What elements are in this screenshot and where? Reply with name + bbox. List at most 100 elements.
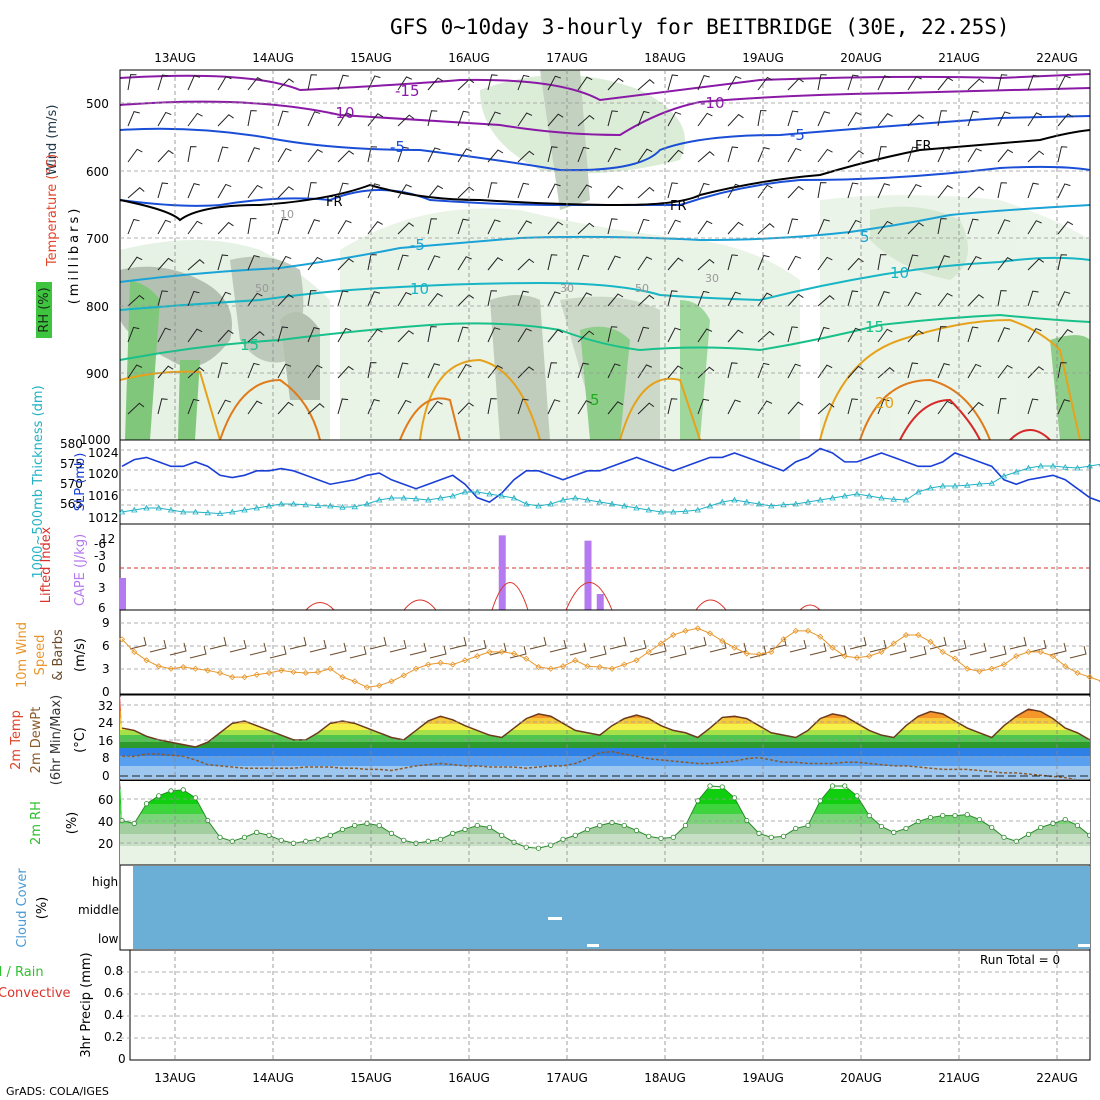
rh-point — [903, 825, 909, 832]
wind-barb — [637, 79, 655, 91]
wind-barb — [1057, 254, 1068, 271]
precip-panel: Run Total = 0 0.8 0.6 0.4 0.2 0 Total / … — [0, 949, 1091, 1066]
wind-barb — [667, 219, 681, 235]
cloud-gap — [587, 944, 599, 947]
contour-label: 10 — [410, 280, 429, 298]
wind-barb — [427, 255, 441, 271]
series-point — [755, 651, 763, 658]
wind-barb — [727, 399, 741, 415]
series-point — [694, 625, 701, 632]
wind-barb — [1027, 220, 1042, 235]
wind-barb — [277, 401, 294, 415]
wind-barb — [637, 148, 653, 163]
wind-barb — [247, 218, 257, 235]
series-point — [976, 668, 983, 675]
rh-point — [976, 816, 983, 823]
wind-barb — [847, 150, 864, 163]
series-point — [510, 494, 518, 501]
date-label: 22AUG — [1036, 1071, 1078, 1085]
series-point — [449, 661, 456, 668]
wind-barb — [547, 291, 561, 307]
wind-barb — [1027, 366, 1044, 379]
rh-point — [339, 826, 346, 833]
series-point — [425, 661, 432, 668]
wind-barb — [157, 398, 168, 415]
wind-barb — [937, 147, 951, 163]
contour-label: -5 — [790, 126, 805, 144]
wind-barb — [157, 149, 174, 163]
cloud-gap — [1078, 944, 1090, 947]
wind-barb — [469, 639, 487, 653]
wind-barb — [427, 400, 443, 415]
series-point — [204, 509, 211, 516]
pressure-tick: 600 — [86, 165, 109, 179]
rh-point — [964, 811, 970, 818]
wind-barb — [937, 292, 953, 307]
wind-barb — [217, 146, 229, 163]
wind-barb — [217, 254, 229, 271]
wind-barb — [277, 78, 295, 91]
wind-barb — [787, 218, 799, 235]
wind-barb — [397, 291, 412, 307]
series-point — [1025, 464, 1032, 471]
wind-barb — [607, 77, 624, 91]
wind-barb — [487, 398, 497, 415]
wind-barb — [877, 220, 893, 235]
wind-barb — [637, 110, 650, 127]
series-point — [547, 500, 554, 507]
wind-barb — [337, 290, 349, 307]
wind-barb — [337, 219, 352, 235]
wind-barb — [277, 255, 292, 271]
wind-barb — [337, 398, 349, 415]
series-point — [902, 496, 910, 503]
wind-barb — [1009, 636, 1027, 650]
wind-barb — [757, 400, 773, 415]
wind-barb — [129, 636, 147, 650]
wind-barb — [547, 399, 561, 415]
wind-barb — [729, 642, 747, 656]
wind-barb — [127, 294, 145, 307]
series-point — [841, 653, 848, 660]
rh-tick: 60 — [98, 793, 113, 807]
series-point — [155, 663, 162, 670]
contour-label: -5 — [390, 138, 405, 156]
rh-point — [229, 838, 235, 844]
series-point — [461, 657, 469, 664]
rh-point — [854, 793, 860, 799]
wind-barb — [547, 254, 558, 271]
wind-barb — [1029, 639, 1047, 653]
cloud-label: Cloud Cover — [15, 868, 30, 948]
contour-label: -10 — [700, 94, 725, 112]
series-point — [1025, 648, 1032, 655]
wind-barb — [457, 110, 470, 127]
svg-text:(%): (%) — [35, 897, 50, 920]
wind-barb — [877, 328, 893, 343]
wind-barb — [637, 256, 653, 271]
temp-tick: 0 — [102, 769, 110, 783]
series-point — [241, 674, 248, 681]
wind-barb — [607, 110, 618, 127]
wind-barb — [937, 110, 948, 127]
wind-barb — [727, 254, 738, 271]
profile-wind-label: Wind (m/s) — [45, 105, 60, 176]
rh-point — [609, 819, 615, 826]
rh-point — [1038, 824, 1044, 831]
wind-barb — [229, 639, 247, 653]
wind10-gridlines — [120, 610, 1090, 694]
wind-barb — [817, 402, 835, 415]
wind-barb — [577, 114, 595, 127]
rh-point — [205, 817, 211, 824]
wind-barb — [787, 293, 804, 307]
series-point — [853, 654, 861, 661]
precip-ticks: 0.8 0.6 0.4 0.2 0 — [104, 964, 126, 1066]
wind-barb — [209, 636, 227, 650]
rh-point — [670, 834, 676, 840]
series-point — [804, 627, 812, 634]
series-point — [437, 659, 444, 666]
wind-barb — [907, 76, 922, 91]
contour-label: -5 — [410, 236, 425, 254]
wind-barb — [949, 639, 967, 653]
li-tick: 0 — [98, 561, 106, 575]
wind-barb — [307, 327, 320, 343]
series-point — [1037, 648, 1044, 655]
